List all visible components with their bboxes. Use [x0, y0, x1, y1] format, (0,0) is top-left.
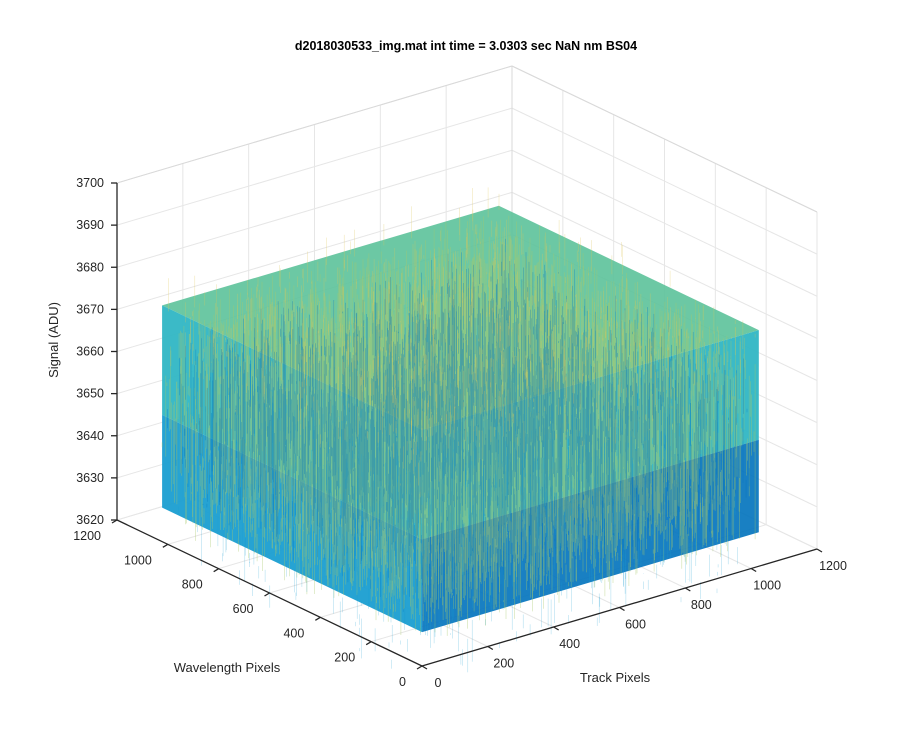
- box-edge: [116, 65, 513, 184]
- noise-streaks-peaks: [168, 187, 756, 498]
- grid-side-z: [511, 149, 818, 297]
- z-tick-label: 3700: [76, 176, 104, 190]
- noise-streaks-dips: [178, 333, 738, 673]
- z-tick-label: 3690: [76, 218, 104, 232]
- y-tick: [365, 641, 372, 646]
- y-tick-label: 600: [233, 602, 254, 616]
- z-tick-label: 3650: [76, 387, 104, 401]
- y-tick-label: 1000: [124, 553, 152, 567]
- y-tick: [213, 568, 220, 573]
- tick-labels: 0 200 400 600 800 1000 1200 0 200 400 600 800 1000 12…: [73, 176, 847, 690]
- y-tick-label: 200: [334, 651, 355, 665]
- surface-noise: [161, 187, 760, 673]
- axes: [111, 182, 823, 670]
- y-axis-label: Wavelength Pixels: [174, 660, 281, 675]
- z-tick-label: 3670: [76, 302, 104, 316]
- x-tick-label: 800: [691, 598, 712, 612]
- y-tick-label: 1200: [73, 529, 101, 543]
- x-tick: [816, 548, 823, 553]
- y-tick: [314, 616, 321, 621]
- x-tick: [750, 567, 757, 573]
- x-tick: [684, 587, 691, 592]
- y-tick-label: 800: [182, 578, 203, 592]
- noise-streaks-dark: [167, 238, 750, 612]
- x-tick: [487, 645, 494, 651]
- y-tick-label: 400: [283, 626, 304, 640]
- x-tick: [421, 665, 428, 670]
- chart-title: d2018030533_img.mat int time = 3.0303 se…: [295, 39, 637, 53]
- z-tick-label: 3630: [76, 471, 104, 485]
- grid-back-z: [116, 191, 513, 310]
- x-tick-label: 600: [625, 618, 646, 632]
- surface: [161, 187, 760, 673]
- z-tick-label: 3620: [76, 513, 104, 527]
- x-tick-label: 0: [435, 676, 442, 690]
- z-axis-label: Signal (ADU): [46, 302, 61, 378]
- y-tick: [162, 543, 169, 548]
- noise-streaks-light: [161, 215, 760, 636]
- grid-back-z: [116, 107, 513, 226]
- x-tick-label: 1200: [819, 559, 847, 573]
- y-tick-label: 0: [399, 675, 406, 689]
- x-tick-label: 200: [493, 657, 514, 671]
- y-tick: [416, 665, 423, 670]
- box-edge: [511, 65, 818, 213]
- x-axis-label: Track Pixels: [580, 670, 651, 685]
- x-tick-label: 400: [559, 637, 580, 651]
- z-tick-label: 3660: [76, 345, 104, 359]
- grid-side-z: [511, 107, 818, 255]
- y-tick: [264, 592, 270, 597]
- x-tick: [619, 606, 625, 612]
- grid-side-z: [511, 191, 818, 339]
- grid-back-z: [116, 149, 513, 268]
- z-tick-label: 3680: [76, 260, 104, 274]
- x-tick: [553, 626, 560, 631]
- x-tick-label: 1000: [753, 579, 781, 593]
- z-tick-label: 3640: [76, 429, 104, 443]
